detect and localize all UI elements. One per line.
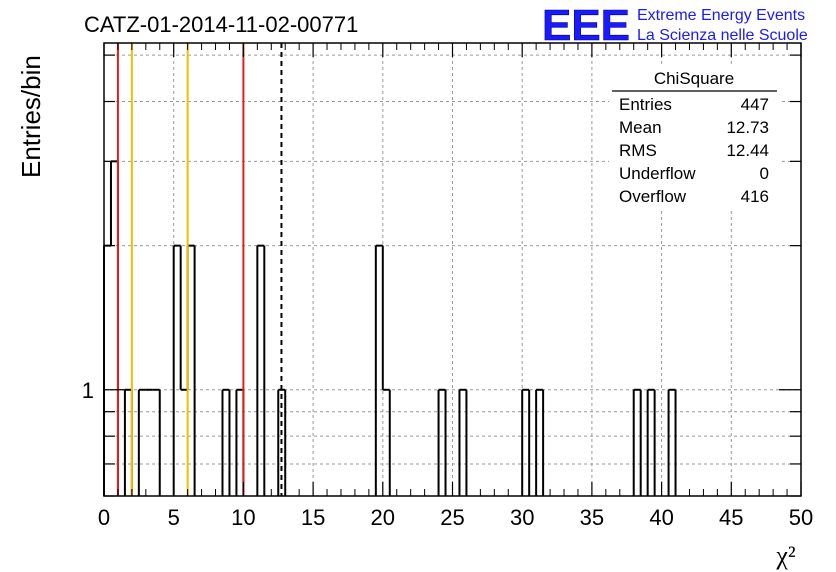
x-tick-label: 50: [789, 505, 813, 530]
stats-value: 12.73: [726, 118, 769, 137]
eee-logo: EEE Extreme Energy Events La Scienza nel…: [542, 1, 808, 51]
y-tick-label: 1: [82, 378, 94, 403]
stats-value: 416: [741, 187, 769, 206]
stats-label: RMS: [619, 141, 657, 160]
x-tick-label: 30: [510, 505, 534, 530]
reference-lines: [116, 43, 283, 496]
stats-box: ChiSquare Entries 447 Mean 12.73 RMS 12.44 Und…: [609, 67, 779, 209]
stats-value: 447: [741, 95, 769, 114]
y-axis-label: Entries/bin: [16, 55, 46, 178]
x-tick-label: 35: [580, 505, 604, 530]
logo-mark: EEE: [542, 1, 630, 50]
x-tick-label: 45: [719, 505, 743, 530]
x-tick-label: 20: [371, 505, 395, 530]
x-tick-label: 25: [440, 505, 464, 530]
stats-value: 12.44: [726, 141, 769, 160]
x-tick-label: 0: [98, 505, 110, 530]
stats-box-title: ChiSquare: [654, 69, 734, 88]
axis-ticks: [103, 43, 802, 497]
logo-line-2: La Scienza nelle Scuole: [637, 27, 808, 44]
histogram-bars: [103, 160, 677, 496]
stats-label: Mean: [619, 118, 662, 137]
chart-title: CATZ-01-2014-11-02-00771: [84, 12, 358, 37]
x-tick-label: 5: [168, 505, 180, 530]
stats-value: 0: [760, 164, 769, 183]
grid-lines: [104, 43, 801, 497]
x-tick-label: 10: [231, 505, 255, 530]
x-tick-label: 15: [301, 505, 325, 530]
x-tick-labels: 0 5 10 15 20 25 30 35 40 45 50: [98, 505, 813, 530]
stats-label: Overflow: [619, 187, 687, 206]
stats-label: Underflow: [619, 164, 696, 183]
stats-rows: Entries 447 Mean 12.73 RMS 12.44 Underflow 0 Ove…: [619, 95, 769, 206]
y-tick-labels: 1: [82, 378, 94, 403]
stats-label: Entries: [619, 95, 672, 114]
x-tick-label: 40: [649, 505, 673, 530]
logo-line-1: Extreme Energy Events: [637, 7, 805, 24]
x-axis-label: χ²: [775, 541, 796, 570]
